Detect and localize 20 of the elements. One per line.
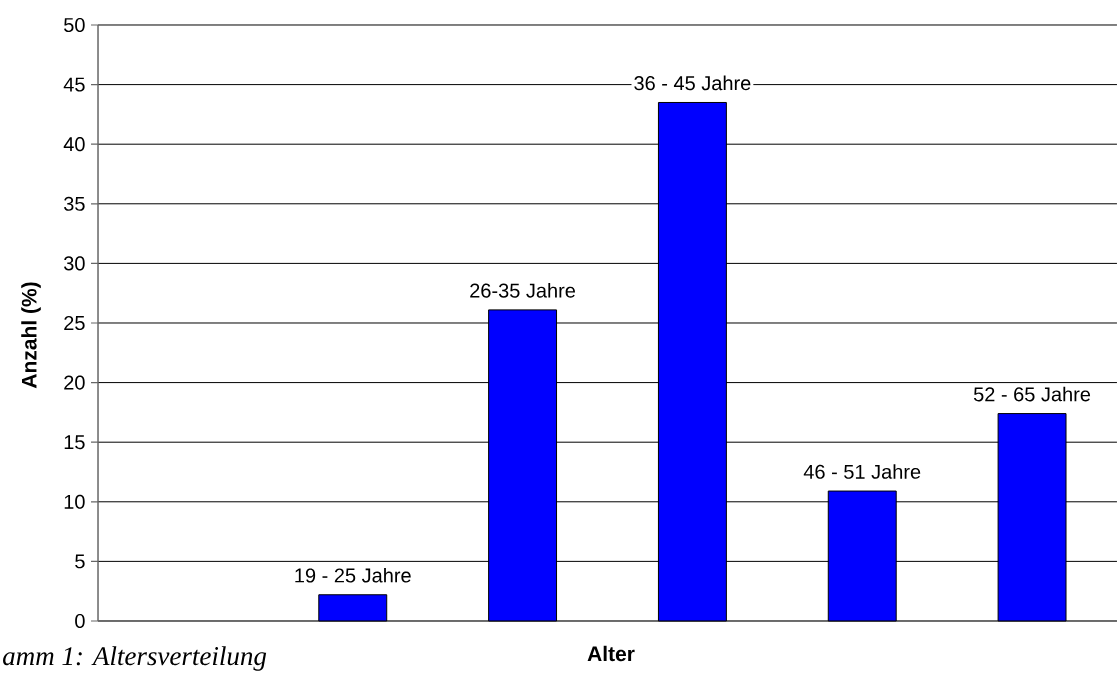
y-tick-label: 40 — [63, 137, 85, 152]
x-axis-title: Alter — [587, 645, 635, 662]
x-tick-label: 19 - 25 Jahre — [295, 567, 411, 583]
y-tick-label: 45 — [63, 77, 85, 92]
y-tick-label: 15 — [64, 435, 85, 450]
x-tick-label: 36 - 45 Jahre — [634, 75, 751, 91]
y-tick-label: 30 — [64, 256, 85, 271]
x-tick-label: 26-35 Jahre — [470, 282, 576, 298]
y-tick-label: 10 — [64, 494, 85, 509]
y-axis-title: Anzahl (%) — [21, 282, 41, 389]
y-tick-label: 5 — [75, 554, 85, 569]
text: amm 1: Altersverteilung — [3, 646, 267, 671]
y-tick-label: 20 — [64, 375, 85, 390]
x-tick-label: 46 - 51 Jahre — [803, 464, 921, 479]
y-tick-label: 25 — [64, 315, 85, 331]
bar — [318, 594, 388, 622]
y-tick-label: 35 — [64, 196, 85, 211]
x-tick-label: 52 - 65 Jahre — [973, 386, 1091, 402]
y-tick-label: 0 — [75, 613, 85, 629]
y-tick-label: 50 — [64, 17, 85, 33]
